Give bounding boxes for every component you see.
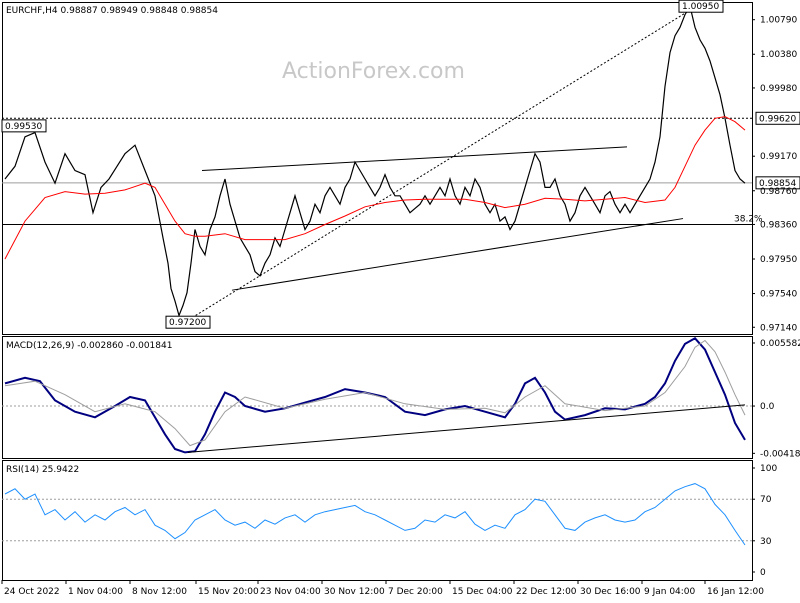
price-ytick-label: 0.97950 xyxy=(760,255,797,265)
macd-ytick-label: -0.004188 xyxy=(760,449,800,459)
price-ytick-label: 0.98760 xyxy=(760,187,797,197)
price-level-label: 0.99620 xyxy=(759,114,796,124)
annotation-box xyxy=(1,119,47,133)
annotation-box xyxy=(165,315,211,329)
xtick-label: 15 Nov 20:00 xyxy=(198,587,259,597)
xtick-label: 23 Nov 04:00 xyxy=(260,587,321,597)
xtick-label: 8 Nov 12:00 xyxy=(132,587,187,597)
price-panel-title: EURCHF,H4 0.98887 0.98949 0.98848 0.9885… xyxy=(6,6,218,16)
rsi-series-rsi xyxy=(4,483,746,546)
macd-series-macd xyxy=(4,337,746,454)
xtick-label: 30 Dec 16:00 xyxy=(580,587,641,597)
rsi-panel-frame xyxy=(2,460,753,581)
price-level-box xyxy=(755,176,800,190)
macd-panel-frame xyxy=(2,336,753,459)
rsi-ytick-label: 100 xyxy=(760,464,777,474)
price-ytick-label: 0.99170 xyxy=(760,152,797,162)
fib-level-label: 38.2% xyxy=(734,214,763,224)
xtick-label: 1 Nov 04:00 xyxy=(68,587,123,597)
xtick-label: 30 Nov 12:00 xyxy=(324,587,385,597)
xtick-label: 7 Dec 20:00 xyxy=(388,587,443,597)
macd-series-signal xyxy=(4,339,746,447)
rsi-ytick-label: 30 xyxy=(760,537,772,547)
xtick-label: 22 Dec 12:00 xyxy=(516,587,577,597)
price-series-ema xyxy=(4,116,746,260)
annotation-label: 0.99530 xyxy=(5,122,42,132)
watermark-text: ActionForex.com xyxy=(282,59,465,84)
macd-ytick-label: 0.0 xyxy=(760,402,775,412)
xtick-label: 24 Oct 2022 xyxy=(4,587,60,597)
annotation-label: 1.00950 xyxy=(682,2,719,12)
rsi-ytick-label: 0 xyxy=(760,568,766,578)
price-ytick-label: 0.98360 xyxy=(760,220,797,230)
annotation-box xyxy=(678,0,724,13)
macd-ytick-label: 0.005582 xyxy=(760,339,800,349)
xtick-label: 16 Jan 12:00 xyxy=(707,587,764,597)
price-level-label: 0.98854 xyxy=(759,179,796,189)
channel-line xyxy=(231,218,684,291)
price-series-price xyxy=(4,4,746,318)
rsi-panel-title: RSI(14) 25.9422 xyxy=(6,465,79,475)
annotation-label: 0.97200 xyxy=(169,318,206,328)
price-ytick-label: 1.00790 xyxy=(760,16,797,26)
rsi-ytick-label: 70 xyxy=(760,495,772,505)
price-ytick-label: 0.97140 xyxy=(760,323,797,333)
price-level-box xyxy=(755,111,800,125)
price-ytick-label: 0.99980 xyxy=(760,84,797,94)
macd-trend-line xyxy=(187,404,746,453)
price-panel-frame xyxy=(2,2,753,335)
price-ytick-label: 0.97540 xyxy=(760,290,797,300)
price-ytick-label: 1.00380 xyxy=(760,50,797,60)
channel-line xyxy=(201,146,628,172)
macd-panel-title: MACD(12,26,9) -0.002860 -0.001841 xyxy=(6,341,172,351)
xtick-label: 9 Jan 04:00 xyxy=(644,587,696,597)
channel-line xyxy=(181,6,696,325)
xtick-label: 15 Dec 04:00 xyxy=(452,587,513,597)
